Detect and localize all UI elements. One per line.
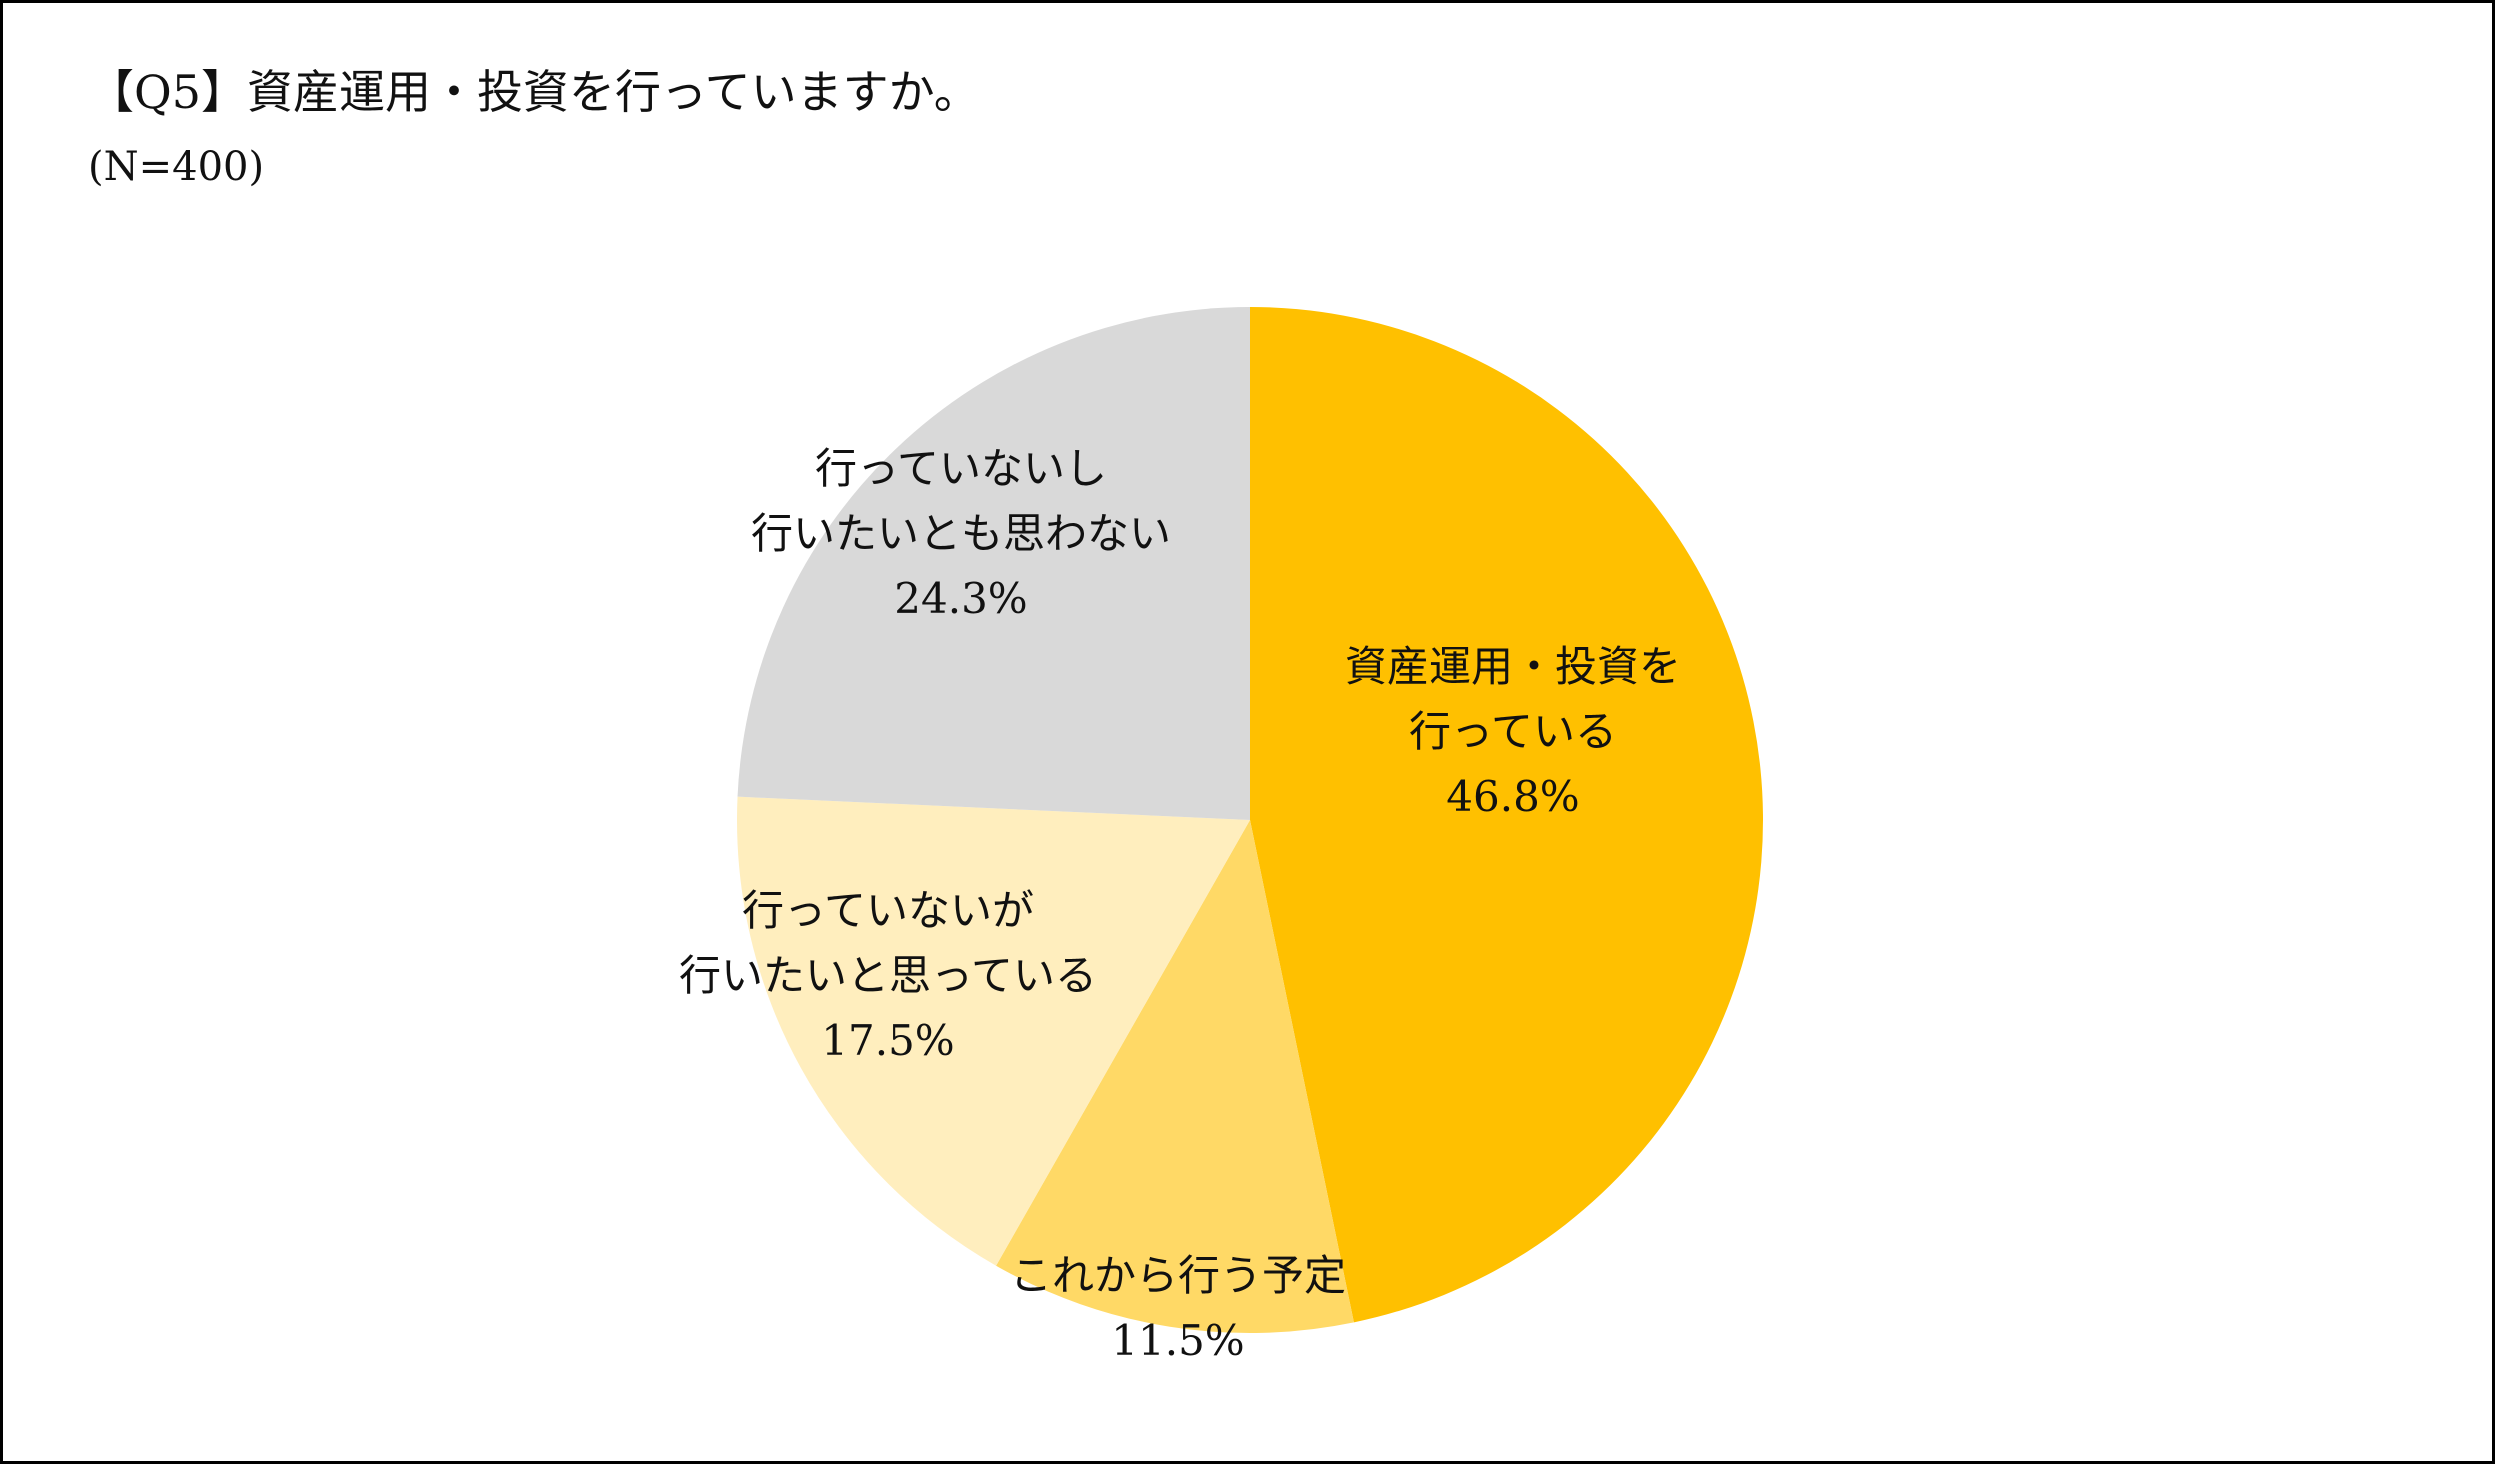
slice-category-label: 行っている <box>1409 707 1617 756</box>
slice-label-2: これから行う予定 11.5% <box>1010 1251 1346 1365</box>
slice-percent-label: 17.5% <box>821 1016 954 1065</box>
sample-size: (N=400) <box>88 144 265 190</box>
pie-slice-3 <box>737 796 1250 1266</box>
slice-category-label: 行っていないが <box>742 886 1034 935</box>
slice-label-4: 行っていないし行いたいとも思わない 24.3% <box>751 444 1171 623</box>
slice-label-1: 資産運用・投資を行っている 46.8% <box>1345 642 1681 821</box>
slice-category-label: 行っていないし <box>815 444 1107 493</box>
slice-category-label: 資産運用・投資を <box>1345 642 1681 691</box>
slice-label-3: 行っていないが行いたいと思っている 17.5% <box>679 886 1097 1065</box>
pie-chart: 資産運用・投資を行っている 46.8%これから行う予定 11.5%行っていないが行い… <box>679 307 1763 1365</box>
slice-percent-label: 46.8% <box>1446 772 1579 821</box>
slice-category-label: 行いたいと思っている <box>679 951 1097 1000</box>
chart-title: 【Q5】資産運用・投資を行っていますか。 <box>88 65 980 119</box>
slice-percent-label: 24.3% <box>894 574 1027 623</box>
slice-percent-label: 11.5% <box>1111 1316 1244 1365</box>
pie-slice-2 <box>996 820 1354 1334</box>
pie-slice-1 <box>1250 307 1763 1323</box>
slice-category-label: これから行う予定 <box>1010 1251 1346 1300</box>
slice-category-label: 行いたいとも思わない <box>751 509 1171 558</box>
pie-slice-4 <box>737 307 1250 820</box>
